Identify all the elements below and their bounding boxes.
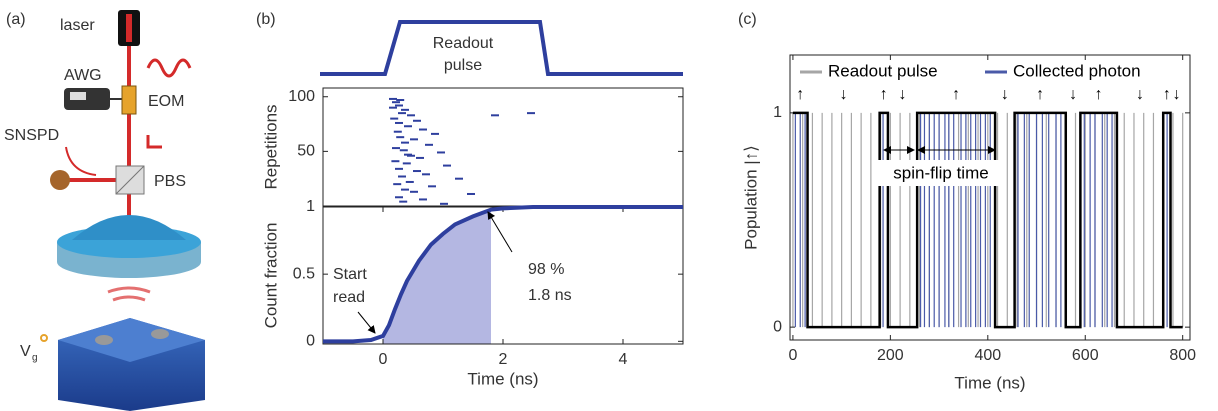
- annotation-arrow: [487, 211, 513, 253]
- state-label: ↓: [1173, 86, 1181, 103]
- legend-label: Collected photon: [1013, 61, 1141, 80]
- state-label: ↑: [952, 86, 960, 103]
- population-trace: [792, 111, 1183, 329]
- annotation: read: [333, 289, 365, 306]
- annotation-bg: [878, 160, 1004, 186]
- state-label: ↓: [1001, 86, 1009, 103]
- gate-label: g: [32, 353, 38, 364]
- legend-label: Readout pulse: [828, 61, 938, 80]
- plot-frame: [789, 54, 1191, 341]
- annotation: spin-flip time: [893, 163, 988, 182]
- state-label: ↑: [1036, 86, 1044, 103]
- x-axis-label: Time (ns): [467, 369, 538, 388]
- pulse-icon: [146, 135, 162, 149]
- awg-icon: [70, 92, 86, 100]
- x-tick-label: 600: [1072, 347, 1099, 364]
- y-axis-label: Count fraction: [261, 223, 280, 329]
- annotation: 1.8 ns: [528, 287, 572, 304]
- pbs-label: PBS: [154, 173, 186, 190]
- state-label: ↑: [880, 86, 888, 103]
- y-tick-label: 50: [297, 143, 315, 160]
- panel-label: (b): [256, 11, 276, 28]
- y-axis-label: Population |↑⟩: [741, 145, 760, 250]
- sample-icon: [58, 318, 205, 362]
- x-tick-label: 400: [974, 347, 1001, 364]
- annotation: 98 %: [528, 261, 564, 278]
- dot-icon: [95, 335, 113, 345]
- x-tick-label: 2: [499, 351, 508, 368]
- y-tick-label: 100: [288, 88, 315, 105]
- pulse-label: pulse: [444, 57, 482, 74]
- state-label: ↓: [899, 86, 907, 103]
- state-label: ↑: [1163, 86, 1171, 103]
- x-tick-label: 0: [788, 347, 797, 364]
- y-tick-label: 1: [773, 104, 782, 121]
- laser-icon: [126, 14, 132, 42]
- y-tick-label: 0.5: [293, 265, 315, 282]
- dot-icon: [151, 329, 169, 339]
- x-axis-label: Time (ns): [954, 373, 1025, 392]
- setup-diagram: (a) laser AWG EOM SNSPD PBS V g: [4, 10, 205, 411]
- annotation: Start: [333, 266, 367, 283]
- pulse-label: Readout: [433, 35, 494, 52]
- plot-frame: [322, 206, 684, 345]
- readout-pulse-trace: [320, 20, 683, 76]
- y-tick-label: 0: [773, 318, 782, 335]
- detector-icon: [50, 170, 70, 190]
- state-label: ↓: [1136, 86, 1144, 103]
- y-tick-label: 0: [306, 333, 315, 350]
- wave-icon: [146, 58, 192, 78]
- eom-icon: [121, 85, 137, 115]
- annotation-arrow: [357, 311, 376, 334]
- awg-label: AWG: [64, 67, 102, 84]
- emission-icon: [107, 286, 151, 302]
- pulse-icon: [65, 146, 97, 176]
- panel-label: (a): [6, 11, 26, 28]
- plot-frame: [322, 87, 684, 207]
- x-tick-label: 200: [877, 347, 904, 364]
- state-label: ↑: [796, 86, 804, 103]
- laser-label: laser: [60, 17, 95, 34]
- gate-icon: [40, 334, 48, 342]
- x-tick-label: 0: [379, 351, 388, 368]
- lens-icon: [72, 215, 186, 240]
- state-label: ↓: [1069, 86, 1077, 103]
- eom-label: EOM: [148, 93, 184, 110]
- x-tick-label: 800: [1169, 347, 1196, 364]
- count-curve: [323, 205, 683, 344]
- y-tick-label: 1: [306, 198, 315, 215]
- state-label: ↑: [1095, 86, 1103, 103]
- panel-label: (c): [738, 11, 757, 28]
- state-label: ↓: [840, 86, 848, 103]
- shaded-area: [383, 209, 491, 344]
- x-tick-label: 4: [619, 351, 628, 368]
- gate-label: V: [20, 343, 31, 360]
- pbs-icon: [115, 165, 145, 195]
- snspd-label: SNSPD: [4, 127, 59, 144]
- y-axis-label: Repetitions: [261, 104, 280, 189]
